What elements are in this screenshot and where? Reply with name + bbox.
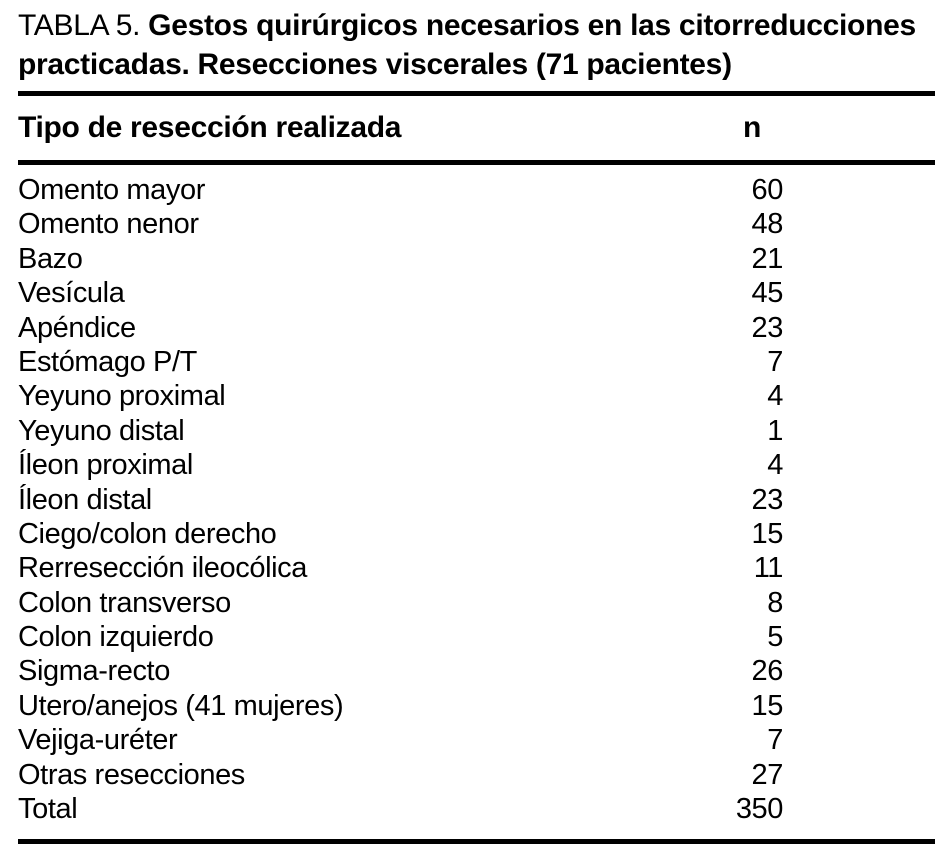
row-value: 11	[753, 552, 784, 585]
row-label: Omento mayor	[18, 174, 205, 206]
row-label: Vejiga-uréter	[18, 724, 178, 757]
rule-bottom	[18, 839, 935, 845]
row-value: 7	[767, 724, 783, 757]
column-header-n: n	[742, 111, 761, 144]
table-row: Vesícula 45	[18, 277, 935, 311]
table-row: Apéndice 23	[18, 312, 935, 346]
row-value: 45	[751, 277, 784, 310]
row-value: 26	[751, 655, 784, 688]
table-row: Total 350	[18, 793, 935, 827]
row-label: Otras resecciones	[18, 758, 245, 791]
row-value: 60	[751, 174, 784, 206]
row-label: Estómago P/T	[18, 345, 197, 378]
row-label: Íleon proximal	[18, 449, 193, 482]
row-label: Rerresección ileocólica	[18, 552, 307, 585]
row-label: Apéndice	[18, 311, 136, 344]
row-value: 8	[767, 586, 783, 619]
table-row: Otras resecciones 27	[18, 759, 935, 793]
row-value: 15	[751, 689, 784, 722]
table-body: Omento mayor 60 Omento nenor 48 Bazo 21 …	[18, 165, 935, 833]
row-value: 4	[767, 380, 783, 413]
row-label: Utero/anejos (41 mujeres)	[18, 689, 344, 722]
row-label: Yeyuno proximal	[18, 380, 226, 413]
table-row: Vejiga-uréter 7	[18, 724, 935, 758]
row-value: 1	[767, 414, 783, 447]
table-title-prefix: TABLA 5.	[18, 9, 149, 42]
row-label: Vesícula	[18, 277, 125, 310]
rule-top	[18, 91, 935, 96]
row-value: 4	[767, 449, 783, 482]
row-label: Íleon distal	[18, 483, 152, 516]
table-row: Omento mayor 60	[18, 174, 935, 208]
table-title-text: Gestos quirúrgicos necesarios en las cit…	[18, 9, 916, 81]
table-row: Yeyuno proximal 4	[18, 380, 935, 414]
row-label: Omento nenor	[18, 208, 199, 241]
table-title: TABLA 5. Gestos quirúrgicos necesarios e…	[18, 0, 935, 84]
column-header-type: Tipo de resección realizada	[18, 111, 402, 144]
row-value: 21	[751, 242, 784, 275]
row-label: Yeyuno distal	[18, 414, 185, 447]
table-row: Omento nenor 48	[18, 208, 935, 242]
table-row: Colon izquierdo 5	[18, 621, 935, 655]
row-label: Colon transverso	[18, 586, 231, 619]
table-row: Utero/anejos (41 mujeres) 15	[18, 690, 935, 724]
row-value: 15	[751, 517, 784, 550]
row-label: Colon izquierdo	[18, 621, 214, 654]
table-row: Ciego/colon derecho 15	[18, 518, 935, 552]
row-value: 7	[767, 345, 783, 378]
row-label: Ciego/colon derecho	[18, 517, 277, 550]
row-value: 350	[735, 793, 784, 826]
table-row: Bazo 21	[18, 243, 935, 277]
row-value: 23	[751, 483, 784, 516]
rule-header-separator	[18, 160, 935, 165]
row-value: 23	[751, 311, 784, 344]
table-row: Colon transverso 8	[18, 587, 935, 621]
row-value: 27	[751, 758, 784, 791]
row-label: Sigma-recto	[18, 655, 170, 688]
row-value: 48	[751, 208, 784, 241]
row-label: Bazo	[18, 242, 83, 275]
table-row: Sigma-recto 26	[18, 655, 935, 689]
table-row: Íleon proximal 4	[18, 449, 935, 483]
table-header-row: Tipo de resección realizada n	[18, 96, 935, 160]
row-value: 5	[767, 621, 783, 654]
table-row: Estómago P/T 7	[18, 346, 935, 380]
row-label: Total	[18, 793, 78, 826]
table-row: Yeyuno distal 1	[18, 415, 935, 449]
table-sheet: TABLA 5. Gestos quirúrgicos necesarios e…	[18, 0, 935, 845]
table-row: Rerresección ileocólica 11	[18, 552, 935, 586]
table-row: Íleon distal 23	[18, 484, 935, 518]
